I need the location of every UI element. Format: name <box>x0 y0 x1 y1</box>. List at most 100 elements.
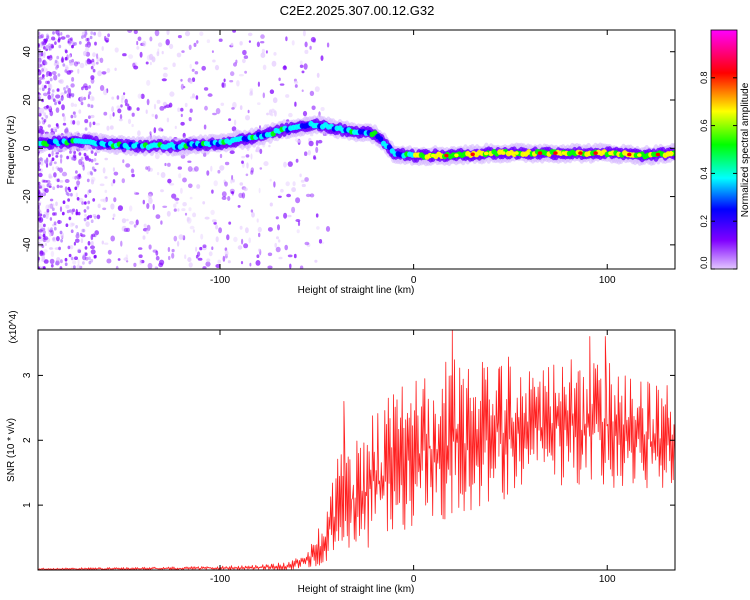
noise-speckle <box>133 65 139 70</box>
noise-speckle <box>84 85 89 91</box>
noise-speckle <box>184 212 188 216</box>
noise-speckle <box>123 228 128 232</box>
noise-speckle <box>88 189 92 193</box>
noise-speckle <box>43 60 47 64</box>
noise-speckle <box>81 161 85 167</box>
noise-speckle <box>176 52 182 58</box>
noise-speckle <box>212 59 216 63</box>
noise-speckle <box>260 52 266 58</box>
noise-speckle <box>38 266 41 269</box>
noise-speckle <box>303 63 308 70</box>
noise-speckle <box>148 197 153 204</box>
noise-speckle <box>49 217 53 221</box>
noise-speckle <box>285 36 288 42</box>
ridge-hotspot <box>593 151 598 155</box>
noise-speckle <box>133 30 138 35</box>
noise-speckle <box>197 251 201 257</box>
noise-speckle <box>92 121 96 126</box>
noise-speckle <box>40 33 45 39</box>
ridge-hotspot <box>454 153 459 158</box>
noise-speckle <box>309 90 315 96</box>
noise-speckle <box>139 51 143 58</box>
noise-speckle <box>123 257 129 261</box>
noise-speckle <box>223 179 226 184</box>
noise-speckle <box>61 104 65 111</box>
noise-speckle <box>70 229 74 233</box>
noise-speckle <box>84 256 89 261</box>
noise-speckle <box>92 198 96 202</box>
noise-speckle <box>125 254 129 260</box>
noise-speckle <box>46 35 49 40</box>
noise-speckle <box>120 97 124 104</box>
noise-speckle <box>38 201 42 205</box>
noise-speckle <box>71 156 74 161</box>
noise-speckle <box>96 214 101 220</box>
noise-speckle <box>156 51 160 57</box>
noise-speckle <box>194 61 199 65</box>
noise-speckle <box>65 85 69 89</box>
noise-speckle <box>48 153 51 158</box>
noise-speckle <box>76 232 80 236</box>
noise-speckle <box>90 158 94 163</box>
noise-speckle <box>245 115 250 121</box>
noise-speckle <box>78 197 84 203</box>
noise-speckle <box>136 46 140 50</box>
noise-speckle <box>69 150 72 154</box>
noise-speckle <box>72 208 76 213</box>
noise-speckle <box>45 44 49 49</box>
noise-speckle <box>193 42 197 48</box>
noise-speckle <box>146 54 152 61</box>
noise-speckle <box>70 114 74 119</box>
noise-speckle <box>283 212 288 219</box>
noise-speckle <box>38 53 41 58</box>
noise-speckle <box>178 173 182 179</box>
noise-speckle <box>243 55 249 59</box>
noise-speckle <box>251 212 255 218</box>
noise-speckle <box>94 41 97 46</box>
noise-speckle <box>152 249 158 253</box>
noise-speckle <box>84 246 88 250</box>
noise-speckle <box>275 246 281 253</box>
noise-speckle <box>49 110 54 117</box>
noise-speckle <box>64 179 70 183</box>
noise-speckle <box>104 176 108 179</box>
noise-speckle <box>51 96 54 100</box>
noise-speckle <box>83 152 87 157</box>
noise-speckle <box>41 42 45 46</box>
noise-speckle <box>73 241 76 246</box>
noise-speckle <box>89 121 92 128</box>
noise-speckle <box>147 262 153 269</box>
noise-speckle <box>103 111 108 116</box>
noise-speckle <box>55 155 59 158</box>
noise-speckle <box>43 84 47 89</box>
noise-speckle <box>76 264 81 269</box>
noise-speckle <box>46 179 51 184</box>
colorbar-tick-label: 0.2 <box>699 215 709 228</box>
noise-speckle <box>93 168 97 172</box>
noise-speckle <box>136 40 139 46</box>
noise-speckle <box>165 39 170 46</box>
noise-speckle <box>80 156 84 161</box>
noise-speckle <box>76 197 80 201</box>
noise-speckle <box>188 44 192 50</box>
noise-speckle <box>266 112 269 116</box>
noise-speckle <box>40 52 44 57</box>
noise-speckle <box>73 61 79 67</box>
noise-speckle <box>188 262 193 268</box>
noise-speckle <box>64 262 68 267</box>
noise-speckle <box>196 40 199 44</box>
noise-speckle <box>90 104 94 109</box>
noise-speckle <box>81 35 84 39</box>
noise-speckle <box>249 88 254 93</box>
noise-speckle <box>312 38 316 43</box>
noise-speckle <box>304 241 310 246</box>
noise-speckle <box>85 47 89 52</box>
noise-speckle <box>118 118 123 122</box>
noise-speckle <box>129 205 133 212</box>
noise-speckle <box>75 238 80 243</box>
noise-speckle <box>48 83 52 89</box>
noise-speckle <box>86 206 90 210</box>
noise-speckle <box>122 159 125 164</box>
noise-speckle <box>226 234 230 241</box>
noise-speckle <box>180 107 184 112</box>
